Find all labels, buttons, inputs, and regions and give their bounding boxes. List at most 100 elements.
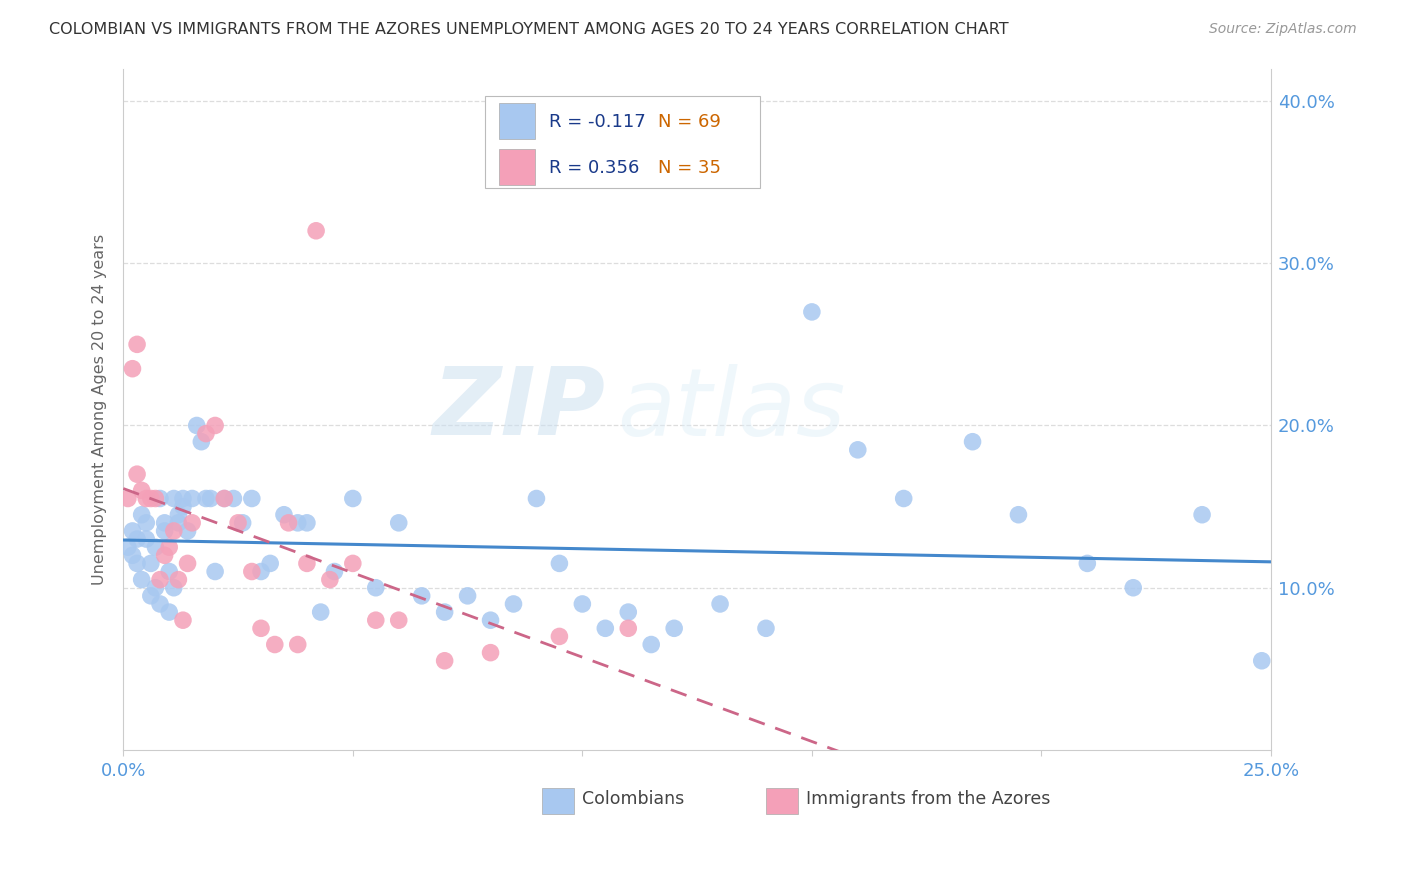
Point xyxy=(194,491,217,506)
Point xyxy=(526,491,548,506)
Point xyxy=(433,605,456,619)
Point xyxy=(259,557,281,571)
Point xyxy=(319,573,342,587)
Point xyxy=(342,557,364,571)
Point xyxy=(250,621,273,635)
Point xyxy=(204,418,226,433)
Point xyxy=(131,483,153,498)
Point xyxy=(1122,581,1144,595)
Point xyxy=(131,508,153,522)
Text: Source: ZipAtlas.com: Source: ZipAtlas.com xyxy=(1209,22,1357,37)
Point xyxy=(176,524,198,538)
Point xyxy=(479,646,502,660)
Text: Immigrants from the Azores: Immigrants from the Azores xyxy=(806,790,1050,808)
Text: N = 69: N = 69 xyxy=(658,112,721,130)
Point xyxy=(548,629,571,643)
Point xyxy=(139,557,162,571)
Point xyxy=(139,589,162,603)
Point xyxy=(172,491,194,506)
Point xyxy=(121,549,143,563)
Point xyxy=(145,581,167,595)
Point xyxy=(149,573,172,587)
Point xyxy=(411,589,433,603)
Point xyxy=(181,516,204,530)
Point xyxy=(232,516,254,530)
Point xyxy=(157,605,180,619)
Point xyxy=(250,565,273,579)
Point xyxy=(153,516,176,530)
Text: atlas: atlas xyxy=(617,364,845,455)
FancyBboxPatch shape xyxy=(499,103,536,138)
Point xyxy=(457,589,479,603)
Point xyxy=(893,491,915,506)
Point xyxy=(117,491,139,506)
Point xyxy=(640,638,662,652)
Point xyxy=(186,418,208,433)
Point xyxy=(571,597,593,611)
Point xyxy=(214,491,236,506)
Point xyxy=(149,491,172,506)
Text: Colombians: Colombians xyxy=(582,790,685,808)
Point xyxy=(214,491,236,506)
Point xyxy=(117,540,139,554)
Point xyxy=(204,565,226,579)
Point xyxy=(157,540,180,554)
Point xyxy=(1250,654,1272,668)
Point xyxy=(709,597,731,611)
FancyBboxPatch shape xyxy=(485,95,761,188)
Point xyxy=(176,557,198,571)
Point xyxy=(131,573,153,587)
Point xyxy=(121,524,143,538)
Point xyxy=(323,565,346,579)
Point xyxy=(149,597,172,611)
Point xyxy=(962,434,984,449)
Point xyxy=(125,337,148,351)
Point xyxy=(167,573,190,587)
Point xyxy=(755,621,778,635)
Point xyxy=(1007,508,1029,522)
Point xyxy=(135,491,157,506)
Point xyxy=(295,516,318,530)
Point xyxy=(125,557,148,571)
Point xyxy=(287,516,309,530)
Point xyxy=(163,524,186,538)
Point xyxy=(163,491,186,506)
Point xyxy=(388,613,411,627)
Point xyxy=(433,654,456,668)
Point xyxy=(135,532,157,546)
FancyBboxPatch shape xyxy=(543,789,574,814)
Point xyxy=(163,581,186,595)
Point xyxy=(145,491,167,506)
Point xyxy=(342,491,364,506)
Point xyxy=(295,557,318,571)
Point xyxy=(364,613,387,627)
Point xyxy=(388,516,411,530)
Point xyxy=(153,549,176,563)
Point xyxy=(305,224,328,238)
Point xyxy=(309,605,332,619)
Point xyxy=(157,565,180,579)
Point xyxy=(502,597,524,611)
Point xyxy=(287,638,309,652)
Point xyxy=(617,621,640,635)
Point xyxy=(194,426,217,441)
Point xyxy=(135,516,157,530)
Point xyxy=(226,516,249,530)
Text: ZIP: ZIP xyxy=(433,363,606,455)
FancyBboxPatch shape xyxy=(766,789,799,814)
Text: R = 0.356: R = 0.356 xyxy=(550,159,640,177)
Point xyxy=(172,500,194,514)
Text: R = -0.117: R = -0.117 xyxy=(550,112,645,130)
Point xyxy=(222,491,245,506)
Point xyxy=(240,491,263,506)
Point xyxy=(548,557,571,571)
Y-axis label: Unemployment Among Ages 20 to 24 years: Unemployment Among Ages 20 to 24 years xyxy=(93,234,107,585)
Point xyxy=(153,524,176,538)
Point xyxy=(846,442,869,457)
Point xyxy=(277,516,299,530)
Point xyxy=(800,305,823,319)
Point xyxy=(125,467,148,482)
Point xyxy=(1191,508,1213,522)
Point xyxy=(190,434,212,449)
Point xyxy=(172,613,194,627)
